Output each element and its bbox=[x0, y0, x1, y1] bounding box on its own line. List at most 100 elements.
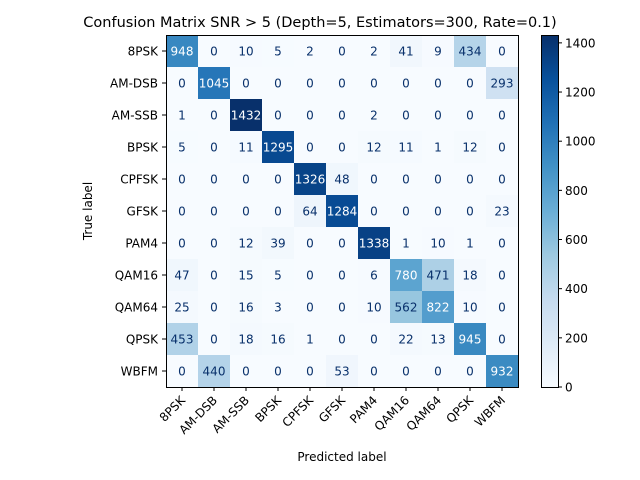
cell-value-label: 0 bbox=[402, 109, 410, 123]
y-tick-label: 8PSK bbox=[128, 45, 159, 59]
cell-value-label: 1284 bbox=[327, 205, 358, 219]
heatmap-cell bbox=[454, 323, 487, 356]
x-tick-label: QAM64 bbox=[404, 393, 445, 434]
heatmap-cell bbox=[422, 355, 455, 388]
cell-value-label: 47 bbox=[174, 269, 189, 283]
heatmap-cell bbox=[198, 195, 231, 228]
heatmap-cell bbox=[486, 99, 519, 132]
cell-value-label: 1326 bbox=[295, 173, 326, 187]
cell-value-label: 0 bbox=[434, 205, 442, 219]
heatmap-cell bbox=[230, 227, 263, 260]
cell-value-label: 10 bbox=[238, 45, 253, 59]
cell-value-label: 2 bbox=[370, 45, 378, 59]
heatmap-cell bbox=[358, 323, 391, 356]
cell-value-label: 1432 bbox=[231, 109, 262, 123]
cell-value-label: 0 bbox=[210, 205, 218, 219]
cell-value-label: 945 bbox=[459, 333, 482, 347]
heatmap-cell bbox=[326, 259, 359, 292]
chart-title: Confusion Matrix SNR > 5 (Depth=5, Estim… bbox=[83, 15, 556, 31]
heatmap-cell bbox=[166, 355, 199, 388]
heatmap-cell bbox=[198, 163, 231, 196]
heatmap-cell bbox=[358, 67, 391, 100]
heatmap-cell bbox=[358, 291, 391, 324]
heatmap-cell bbox=[326, 163, 359, 196]
x-tick-label: QAM16 bbox=[372, 393, 413, 434]
heatmap-cell bbox=[166, 291, 199, 324]
cell-value-label: 39 bbox=[270, 237, 285, 251]
heatmap-cell bbox=[230, 291, 263, 324]
heatmap-cell bbox=[326, 35, 359, 68]
y-tick-label: BPSK bbox=[127, 141, 159, 155]
x-axis-label: Predicted label bbox=[297, 450, 386, 464]
heatmap-cell bbox=[390, 35, 423, 68]
heatmap-cell bbox=[262, 259, 295, 292]
heatmap-cell bbox=[166, 227, 199, 260]
cell-value-label: 0 bbox=[306, 141, 314, 155]
cell-value-label: 0 bbox=[210, 109, 218, 123]
heatmap-cell bbox=[422, 195, 455, 228]
heatmap-cell bbox=[422, 291, 455, 324]
heatmap-cell bbox=[198, 67, 231, 100]
cell-value-label: 64 bbox=[302, 205, 317, 219]
cell-value-label: 0 bbox=[178, 77, 186, 91]
heatmap-cell bbox=[294, 67, 327, 100]
cell-value-label: 471 bbox=[427, 269, 450, 283]
y-tick-label: CPFSK bbox=[120, 173, 159, 187]
heatmap-cell bbox=[326, 67, 359, 100]
cell-value-label: 10 bbox=[366, 301, 381, 315]
heatmap-cell bbox=[358, 195, 391, 228]
cell-value-label: 453 bbox=[171, 333, 194, 347]
cell-value-label: 0 bbox=[402, 173, 410, 187]
cell-value-label: 932 bbox=[491, 365, 514, 379]
heatmap-cell bbox=[454, 259, 487, 292]
cell-value-label: 0 bbox=[434, 109, 442, 123]
cell-value-label: 0 bbox=[306, 269, 314, 283]
colorbar-tick-label: 600 bbox=[565, 233, 588, 247]
cell-value-label: 0 bbox=[498, 301, 506, 315]
cell-value-label: 0 bbox=[434, 173, 442, 187]
cell-value-label: 0 bbox=[498, 141, 506, 155]
cell-value-label: 1295 bbox=[263, 141, 294, 155]
cell-value-label: 15 bbox=[238, 269, 253, 283]
cell-value-label: 3 bbox=[274, 301, 282, 315]
colorbar-tick-label: 800 bbox=[565, 184, 588, 198]
cell-value-label: 0 bbox=[306, 301, 314, 315]
x-tick-label: GFSK bbox=[316, 392, 349, 425]
heatmap-cell bbox=[294, 163, 327, 196]
cell-value-label: 0 bbox=[210, 45, 218, 59]
heatmap-cell bbox=[358, 355, 391, 388]
cell-value-label: 2 bbox=[306, 45, 314, 59]
cell-value-label: 0 bbox=[466, 173, 474, 187]
heatmap-cell bbox=[486, 163, 519, 196]
cell-value-label: 780 bbox=[395, 269, 418, 283]
cell-value-label: 0 bbox=[274, 77, 282, 91]
heatmap-cell bbox=[422, 163, 455, 196]
cell-value-label: 0 bbox=[242, 205, 250, 219]
heatmap-cell bbox=[166, 35, 199, 68]
heatmap-cell bbox=[198, 323, 231, 356]
heatmap-cell bbox=[358, 99, 391, 132]
heatmap-cell bbox=[326, 323, 359, 356]
cell-value-label: 0 bbox=[370, 77, 378, 91]
colorbar-tick-label: 1000 bbox=[565, 135, 596, 149]
cell-value-label: 0 bbox=[274, 173, 282, 187]
heatmap-cell bbox=[390, 67, 423, 100]
cell-value-label: 25 bbox=[174, 301, 189, 315]
heatmap-cell bbox=[454, 163, 487, 196]
heatmap-cell bbox=[422, 67, 455, 100]
heatmap-cell bbox=[166, 259, 199, 292]
y-tick-label: GFSK bbox=[127, 205, 160, 219]
cell-value-label: 12 bbox=[238, 237, 253, 251]
cell-value-label: 1 bbox=[306, 333, 314, 347]
heatmap-cell bbox=[486, 67, 519, 100]
cell-value-label: 0 bbox=[306, 365, 314, 379]
cell-value-label: 0 bbox=[210, 237, 218, 251]
cell-value-label: 0 bbox=[402, 77, 410, 91]
cell-value-label: 0 bbox=[498, 45, 506, 59]
heatmap-cell bbox=[486, 35, 519, 68]
cell-value-label: 5 bbox=[274, 45, 282, 59]
heatmap-cell bbox=[294, 99, 327, 132]
